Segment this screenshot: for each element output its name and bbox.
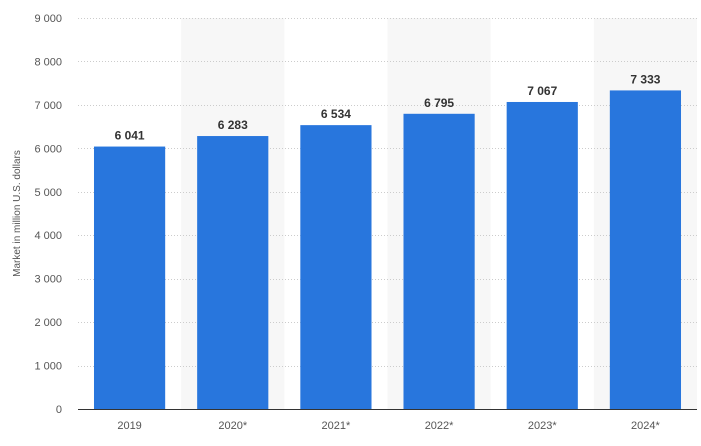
data-label: 6 795	[424, 96, 454, 110]
bars	[93, 90, 682, 410]
x-tick-label: 2021*	[322, 420, 351, 432]
bar[interactable]	[506, 101, 578, 409]
y-tick-label: 2 000	[34, 317, 62, 329]
bar[interactable]	[300, 125, 372, 409]
y-tick-label: 7 000	[34, 100, 62, 112]
data-labels: 6 041 6 283 6 534 6 795 7 067 7 333	[115, 72, 661, 142]
y-tick-label: 0	[56, 404, 62, 416]
bar[interactable]	[609, 90, 682, 410]
data-label: 7 067	[527, 84, 557, 98]
y-axis-title: Market in million U.S. dollars	[12, 150, 23, 277]
y-tick-label: 6 000	[34, 143, 62, 155]
bar[interactable]	[197, 136, 269, 409]
y-tick-label: 1 000	[34, 361, 62, 373]
y-tick-label: 4 000	[34, 230, 62, 242]
data-label: 6 041	[115, 129, 145, 143]
bar[interactable]	[403, 113, 475, 410]
x-tick-label: 2024*	[631, 420, 660, 432]
x-axis-ticks: 2019 2020* 2021* 2022* 2023* 2024*	[117, 420, 660, 432]
x-tick-label: 2023*	[528, 420, 557, 432]
y-tick-label: 5 000	[34, 187, 62, 199]
x-tick-label: 2022*	[425, 420, 454, 432]
data-label: 6 283	[218, 118, 248, 132]
y-tick-label: 3 000	[34, 274, 62, 286]
bar[interactable]	[93, 146, 166, 409]
y-tick-label: 9 000	[34, 13, 62, 25]
data-label: 6 534	[321, 107, 351, 121]
x-tick-label: 2019	[117, 420, 141, 432]
gridlines	[78, 18, 697, 367]
x-tick-label: 2020*	[218, 420, 247, 432]
y-tick-label: 8 000	[34, 56, 62, 68]
y-axis-ticks: 0 1 000 2 000 3 000 4 000 5 000 6 000 7 000 8 00…	[34, 13, 62, 416]
data-label: 7 333	[630, 72, 660, 86]
